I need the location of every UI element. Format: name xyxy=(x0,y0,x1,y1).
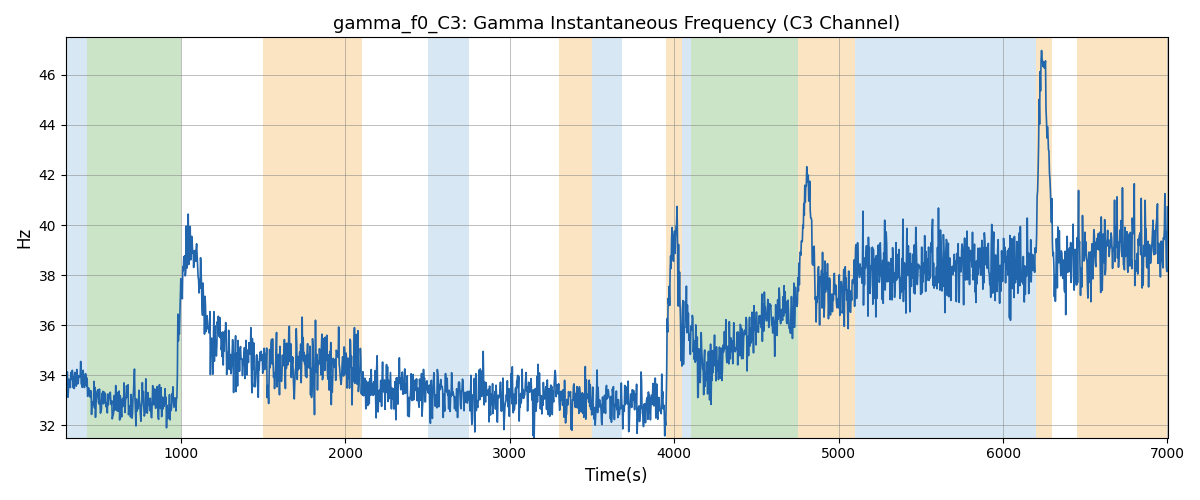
Bar xyxy=(666,38,683,438)
Bar xyxy=(66,38,88,438)
X-axis label: Time(s): Time(s) xyxy=(586,467,648,485)
Title: gamma_f0_C3: Gamma Instantaneous Frequency (C3 Channel): gamma_f0_C3: Gamma Instantaneous Frequen… xyxy=(334,15,900,34)
Bar xyxy=(798,38,856,438)
Bar xyxy=(1036,38,1052,438)
Y-axis label: Hz: Hz xyxy=(16,227,34,248)
Bar xyxy=(856,38,1036,438)
Bar xyxy=(427,38,469,438)
Bar xyxy=(691,38,798,438)
Bar xyxy=(263,38,362,438)
Bar xyxy=(1078,38,1168,438)
Bar xyxy=(592,38,622,438)
Bar xyxy=(559,38,592,438)
Bar xyxy=(683,38,691,438)
Bar xyxy=(88,38,181,438)
